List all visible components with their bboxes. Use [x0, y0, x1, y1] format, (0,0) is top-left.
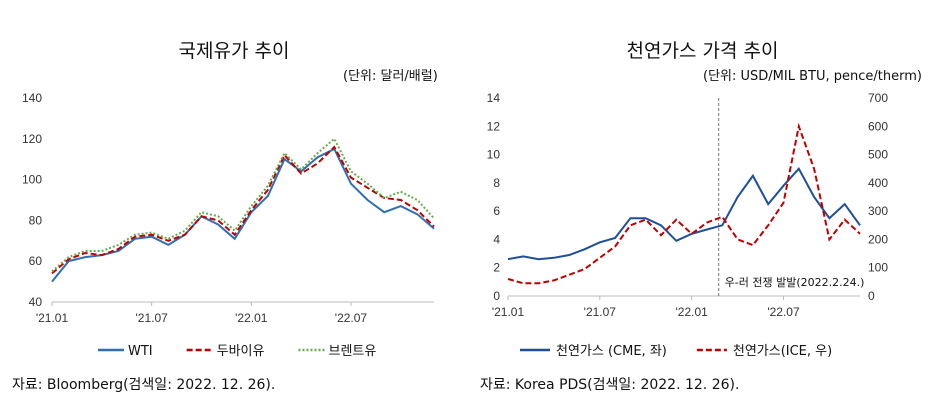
x-tick-label: '21.01 — [36, 311, 69, 325]
x-tick-label: '21.07 — [584, 305, 617, 319]
legend-label: 두바이유 — [217, 344, 265, 359]
x-tick-label: '21.07 — [135, 311, 168, 325]
unit-label: (단위: USD/MIL BTU, pence/therm) — [703, 69, 922, 84]
x-tick-label: '22.01 — [675, 305, 708, 319]
y-right-tick-label: 0 — [868, 289, 875, 303]
x-tick-label: '22.07 — [335, 311, 368, 325]
source-note: 자료: Korea PDS(검색일: 2022. 12. 26). — [480, 377, 740, 393]
x-tick-label: '22.07 — [767, 305, 800, 319]
y-left-tick-label: 10 — [487, 148, 501, 162]
y-right-tick-label: 500 — [868, 148, 888, 162]
y-left-tick-label: 0 — [493, 289, 500, 303]
y-right-tick-label: 200 — [868, 232, 888, 246]
y-left-tick-label: 2 — [493, 261, 500, 275]
y-tick-label: 80 — [29, 213, 43, 227]
source-note: 자료: Bloomberg(검색일: 2022. 12. 26). — [12, 377, 276, 393]
y-right-tick-label: 400 — [868, 176, 888, 190]
unit-label: (단위: 달러/배럴) — [343, 69, 438, 84]
chart-title: 국제유가 추이 — [178, 40, 290, 62]
x-tick-label: '21.01 — [492, 305, 525, 319]
legend-label: 브렌트유 — [328, 344, 376, 359]
gas-price-chart: 0 2 4 6 8 10 12 14 0 100 200 300 400 500 600 700 '21.01 '… — [487, 91, 889, 359]
y-right-tick-label: 300 — [868, 204, 888, 218]
series-line — [507, 122, 861, 285]
series-line — [507, 166, 861, 261]
oil-price-panel: 국제유가 추이 (단위: 달러/배럴) 40 60 80 100 120 140 '21.0… — [0, 0, 468, 402]
y-tick-label: 40 — [29, 295, 43, 309]
y-right-tick-label: 600 — [868, 119, 888, 133]
chart-title: 천연가스 가격 추이 — [626, 40, 779, 62]
oil-price-chart: 40 60 80 100 120 140 '21.01 '21.07 '22.01 '22.07 W… — [22, 91, 435, 359]
legend-label: 천연가스 (CME, 좌) — [556, 344, 667, 359]
y-left-tick-label: 8 — [493, 176, 500, 190]
y-tick-label: 60 — [29, 254, 43, 268]
y-right-tick-label: 700 — [868, 91, 888, 105]
series-line — [51, 147, 435, 283]
y-left-tick-label: 4 — [493, 232, 500, 246]
y-left-tick-label: 12 — [487, 119, 501, 133]
y-tick-label: 100 — [22, 173, 42, 187]
x-tick-label: '22.01 — [235, 311, 268, 325]
event-annotation: 우-러 전쟁 발발(2022.2.24.) — [725, 276, 865, 289]
legend-label: 천연가스(ICE, 우) — [733, 344, 832, 359]
series-line — [51, 137, 435, 273]
legend-label: WTI — [128, 344, 153, 359]
y-right-tick-label: 100 — [868, 261, 888, 275]
y-left-tick-label: 14 — [487, 91, 501, 105]
y-left-tick-label: 6 — [493, 204, 500, 218]
y-tick-label: 140 — [22, 91, 42, 105]
series-line — [51, 145, 435, 275]
y-tick-label: 120 — [22, 132, 42, 146]
gas-price-panel: 천연가스 가격 추이 (단위: USD/MIL BTU, pence/therm… — [468, 0, 937, 402]
